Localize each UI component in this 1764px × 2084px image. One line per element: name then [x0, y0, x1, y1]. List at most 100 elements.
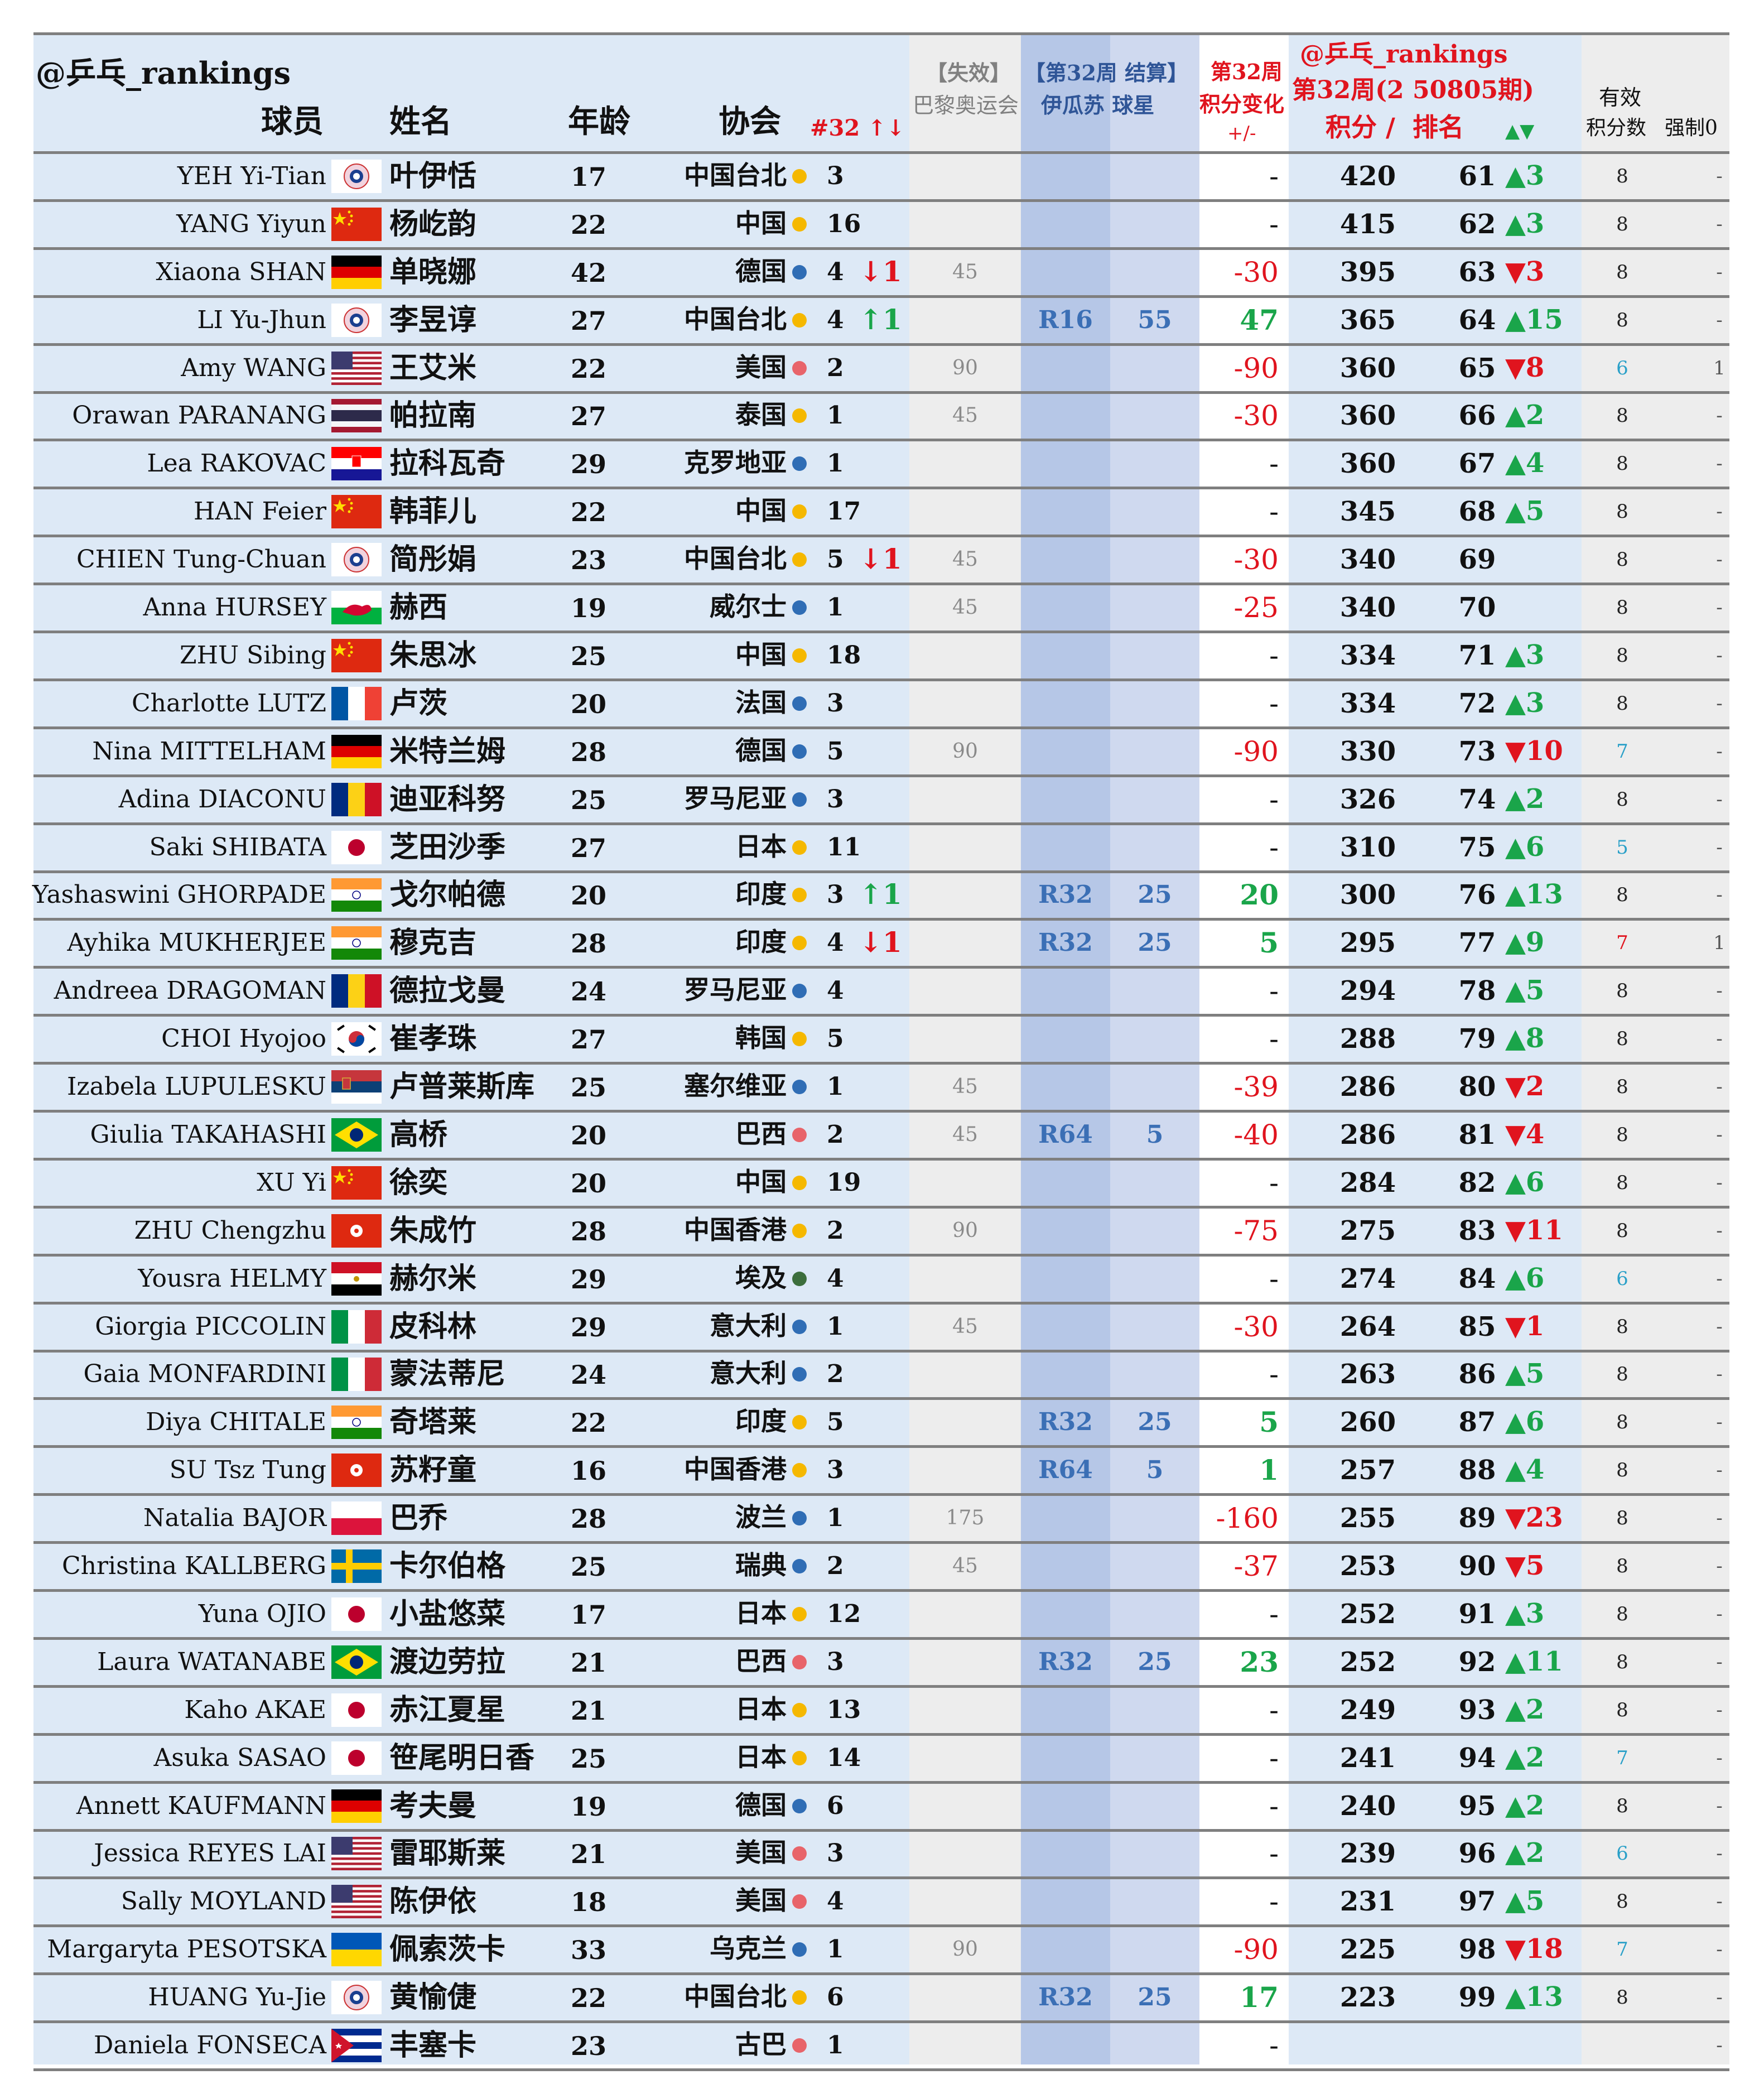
world-rank: 97 [1458, 1886, 1496, 1918]
expired-points: 45 [952, 548, 978, 571]
forced-zero: - [1716, 1698, 1723, 1721]
player-english-name: Kaho AKAE [184, 1695, 326, 1724]
player-english-name: LI Yu-Jhun [197, 305, 326, 334]
event-round: R32 [1038, 880, 1093, 909]
player-association: 日本 [735, 1597, 787, 1628]
row-divider [33, 726, 1729, 729]
forced-zero: - [1716, 1890, 1723, 1913]
china-flag [331, 1166, 382, 1200]
valid-count: 8 [1616, 644, 1628, 667]
points-change: - [1269, 1837, 1279, 1870]
region-dot-icon [792, 169, 807, 184]
player-chinese-name: 赫尔米 [389, 1261, 477, 1296]
region-dot-icon [792, 408, 807, 423]
points-change: 5 [1259, 926, 1279, 960]
points-change: 20 [1240, 878, 1279, 912]
row-divider [33, 391, 1729, 394]
ranking-points: 284 [1339, 1167, 1396, 1199]
association-count: 17 [827, 497, 861, 526]
header-age: 年龄 [568, 103, 630, 140]
valid-count: 8 [1616, 692, 1628, 715]
ranking-points: 334 [1339, 687, 1396, 719]
thailand-flag [331, 399, 382, 433]
forced-zero: - [1716, 1028, 1723, 1051]
world-rank: 75 [1458, 831, 1496, 863]
row-divider [33, 1637, 1729, 1640]
germany-flag [331, 734, 382, 768]
region-dot-icon [792, 1846, 807, 1861]
player-association: 泰国 [735, 400, 787, 430]
region-dot-icon [792, 1559, 807, 1574]
association-count: 19 [827, 1168, 861, 1197]
region-dot-icon [792, 600, 807, 615]
ranking-points: 295 [1339, 927, 1396, 959]
player-chinese-name: 卢普莱斯库 [389, 1070, 535, 1104]
player-age: 25 [570, 784, 607, 815]
player-age: 42 [570, 257, 607, 288]
player-association: 中国台北 [684, 543, 787, 574]
points-change-column-bg [1199, 33, 1289, 2064]
points-change: -90 [1233, 352, 1279, 384]
player-association: 中国 [735, 1166, 787, 1197]
rank-down-indicator: ▼2 [1505, 1071, 1545, 1103]
points-change: 17 [1240, 1981, 1279, 2014]
valid-column-bg [1582, 33, 1729, 2064]
rank-down-indicator: ▼1 [1505, 1310, 1545, 1342]
player-age: 17 [570, 161, 607, 192]
association-count: 3 [827, 880, 844, 909]
association-count: 6 [827, 1983, 844, 2012]
forced-zero: - [1716, 1986, 1723, 2009]
player-english-name: Laura WATANABE [97, 1647, 326, 1676]
france-flag [331, 686, 382, 720]
expired-points: 175 [946, 1507, 985, 1530]
brazil-flag [331, 1118, 382, 1152]
player-english-name: HAN Feier [194, 497, 326, 526]
week-change: ↑1 [859, 302, 902, 336]
association-count: 1 [827, 593, 844, 622]
rank-up-indicator: ▲2 [1505, 1837, 1545, 1869]
valid-count: 8 [1616, 1890, 1628, 1913]
header-settle-1: 【第32周 结算】 [1024, 60, 1189, 85]
rank-up-indicator: ▲2 [1505, 783, 1545, 815]
region-dot-icon [792, 984, 807, 999]
italy-flag [331, 1358, 382, 1392]
ranking-points: 264 [1339, 1311, 1396, 1342]
row-divider [33, 199, 1729, 202]
ranking-points: 330 [1339, 735, 1396, 767]
ranking-points: 252 [1339, 1598, 1396, 1630]
association-count: 4 [827, 928, 844, 957]
ukraine-flag [331, 1933, 382, 1967]
italy-flag [331, 1310, 382, 1344]
player-chinese-name: 单晓娜 [389, 254, 477, 289]
world-rank: 78 [1458, 975, 1496, 1007]
points-change: - [1269, 639, 1279, 672]
player-chinese-name: 陈伊依 [389, 1884, 477, 1919]
valid-count: 8 [1616, 213, 1628, 235]
points-change: -39 [1233, 1071, 1279, 1104]
association-count: 2 [827, 1216, 844, 1245]
player-association: 美国 [735, 352, 787, 382]
world-rank: 98 [1458, 1934, 1496, 1966]
player-age: 19 [570, 593, 607, 624]
player-english-name: Charlotte LUTZ [131, 689, 326, 718]
forced-zero: - [1716, 405, 1723, 427]
world-rank: 93 [1458, 1694, 1496, 1726]
japan-flag [331, 1597, 382, 1631]
header-rank: 排名 [1413, 112, 1464, 142]
ranking-points: 241 [1339, 1742, 1396, 1774]
rank-down-indicator: ▼10 [1505, 735, 1563, 767]
rank-up-indicator: ▲3 [1505, 687, 1545, 719]
player-age: 22 [570, 209, 607, 240]
round-column-bg [1021, 33, 1110, 2064]
player-age: 20 [570, 689, 607, 719]
player-english-name: Giulia TAKAHASHI [90, 1120, 326, 1149]
player-age: 21 [570, 1695, 607, 1726]
ranking-points: 286 [1339, 1119, 1396, 1151]
player-association: 中国台北 [684, 160, 787, 190]
player-english-name: Yuna OJIO [198, 1599, 326, 1628]
rank-up-indicator: ▲4 [1505, 447, 1545, 479]
region-dot-icon [792, 1990, 807, 2005]
header-handle: @乒乓_rankings [36, 55, 291, 91]
hongkong-flag [331, 1214, 382, 1248]
valid-count: 5 [1616, 836, 1628, 859]
